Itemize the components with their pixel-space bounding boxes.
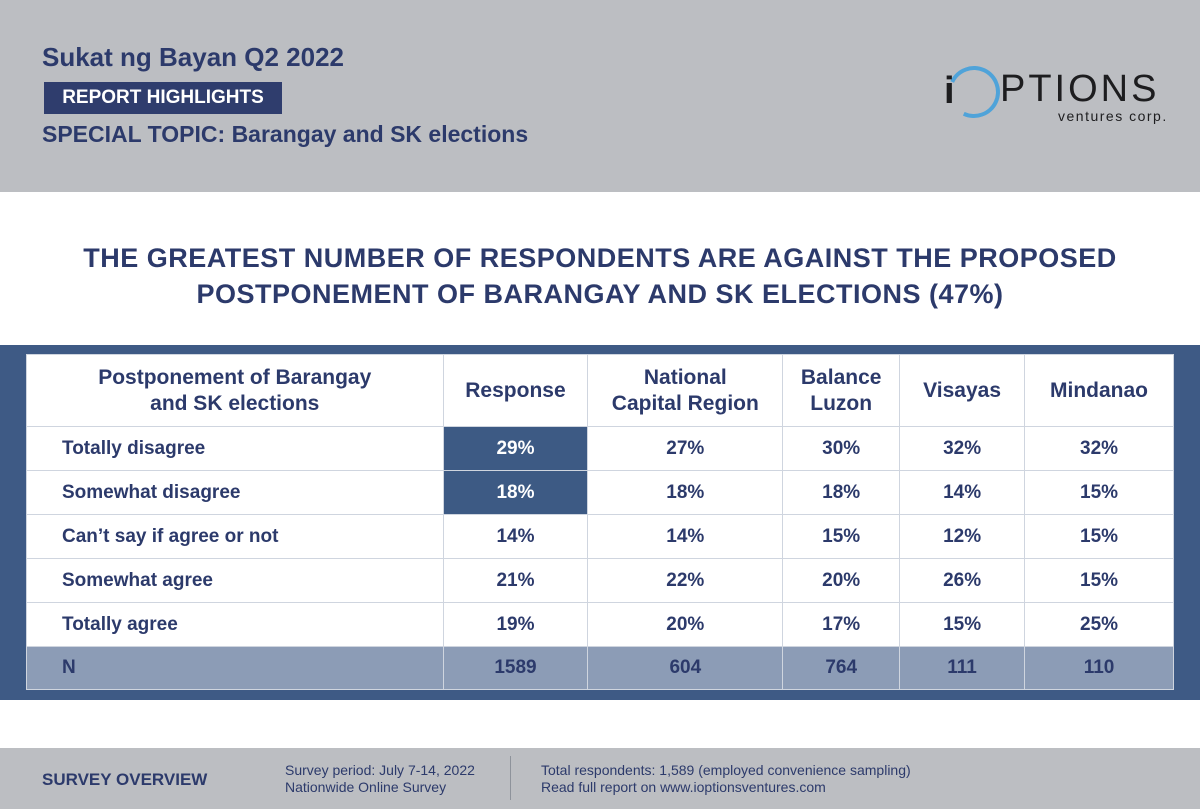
column-header-topic-line-2: and SK elections [150, 391, 320, 415]
cell-mindanao: 15% [1024, 470, 1174, 515]
cell-balance-luzon: 15% [782, 514, 901, 559]
cell-response: 14% [442, 514, 589, 559]
cell-ncr: 20% [587, 602, 784, 647]
full-report-link[interactable]: Read full report on www.ioptionsventures… [541, 779, 826, 795]
cell-balance-luzon: 17% [782, 602, 901, 647]
cell-ncr: 27% [587, 426, 784, 471]
logo-wordmark: PTIONS [1000, 68, 1160, 110]
cell-response: 29% [442, 426, 589, 471]
column-header-ncr-line-1: National [643, 365, 727, 389]
column-header-ncr: National Capital Region [587, 354, 784, 427]
cell-n-visayas: 111 [899, 646, 1026, 690]
cell-n-balance-luzon: 764 [782, 646, 901, 690]
table-row: Can’t say if agree or not 14% 14% 15% 12… [26, 514, 1174, 559]
cell-ncr: 14% [587, 514, 784, 559]
row-label: Can’t say if agree or not [26, 514, 444, 559]
survey-period: Survey period: July 7-14, 2022 [285, 762, 475, 778]
cell-n-mindanao: 110 [1024, 646, 1174, 690]
row-label-n: N [26, 646, 444, 690]
table-row: Somewhat agree 21% 22% 20% 26% 15% [26, 558, 1174, 603]
cell-mindanao: 15% [1024, 514, 1174, 559]
sample-size-row: N 1589 604 764 111 110 [26, 646, 1174, 690]
cell-visayas: 12% [899, 514, 1026, 559]
survey-overview-label: SURVEY OVERVIEW [42, 770, 208, 789]
cell-response: 18% [442, 470, 589, 515]
cell-visayas: 32% [899, 426, 1026, 471]
cell-response: 21% [442, 558, 589, 603]
cell-balance-luzon: 18% [782, 470, 901, 515]
table-row: Totally disagree 29% 27% 30% 32% 32% [26, 426, 1174, 471]
cell-response: 19% [442, 602, 589, 647]
report-title: Sukat ng Bayan Q2 2022 [42, 42, 345, 72]
table-row: Totally agree 19% 20% 17% 15% 25% [26, 602, 1174, 647]
table-row: Somewhat disagree 18% 18% 18% 14% 15% [26, 470, 1174, 515]
column-header-mindanao: Mindanao [1024, 354, 1174, 427]
cell-mindanao: 15% [1024, 558, 1174, 603]
row-label: Somewhat agree [26, 558, 444, 603]
special-topic: SPECIAL TOPIC: Barangay and SK elections [42, 121, 529, 147]
footer-divider [510, 756, 511, 800]
cell-balance-luzon: 30% [782, 426, 901, 471]
cell-ncr: 22% [587, 558, 784, 603]
logo-subtitle: ventures corp. [1058, 108, 1168, 124]
cell-visayas: 14% [899, 470, 1026, 515]
column-header-visayas: Visayas [899, 354, 1026, 427]
results-table: Postponement of Barangay and SK election… [26, 354, 1174, 690]
cell-balance-luzon: 20% [782, 558, 901, 603]
row-label: Totally disagree [26, 426, 444, 471]
ioptions-logo: i PTIONS ventures corp. [940, 58, 1170, 132]
column-header-response: Response [442, 354, 589, 427]
survey-details: Survey period: July 7-14, 2022 Nationwid… [285, 762, 475, 796]
headline-line-2: POSTPONEMENT OF BARANGAY AND SK ELECTION… [196, 279, 1004, 309]
column-header-bl-line-2: Luzon [810, 391, 873, 415]
headline: THE GREATEST NUMBER OF RESPONDENTS ARE A… [0, 240, 1200, 312]
survey-overview-footer: SURVEY OVERVIEW Survey period: July 7-14… [0, 748, 1200, 809]
column-header-bl-line-1: Balance [800, 365, 882, 389]
column-header-balance-luzon: Balance Luzon [782, 354, 901, 427]
column-header-ncr-line-2: Capital Region [611, 391, 759, 415]
cell-visayas: 26% [899, 558, 1026, 603]
report-header: Sukat ng Bayan Q2 2022 REPORT HIGHLIGHTS… [0, 0, 1200, 192]
table-header-row: Postponement of Barangay and SK election… [26, 354, 1174, 427]
headline-line-1: THE GREATEST NUMBER OF RESPONDENTS ARE A… [83, 243, 1117, 273]
cell-mindanao: 32% [1024, 426, 1174, 471]
cell-visayas: 15% [899, 602, 1026, 647]
cell-ncr: 18% [587, 470, 784, 515]
total-respondents: Total respondents: 1,589 (employed conve… [541, 762, 911, 778]
survey-type: Nationwide Online Survey [285, 779, 447, 795]
logo-letter: i [944, 70, 955, 112]
column-header-topic-line-1: Postponement of Barangay [98, 365, 372, 389]
row-label: Totally agree [26, 602, 444, 647]
report-highlights-badge: REPORT HIGHLIGHTS [44, 82, 282, 114]
cell-n-ncr: 604 [587, 646, 784, 690]
cell-mindanao: 25% [1024, 602, 1174, 647]
column-header-topic: Postponement of Barangay and SK election… [26, 354, 444, 427]
survey-respondents: Total respondents: 1,589 (employed conve… [541, 762, 911, 796]
row-label: Somewhat disagree [26, 470, 444, 515]
cell-n-response: 1589 [442, 646, 589, 690]
